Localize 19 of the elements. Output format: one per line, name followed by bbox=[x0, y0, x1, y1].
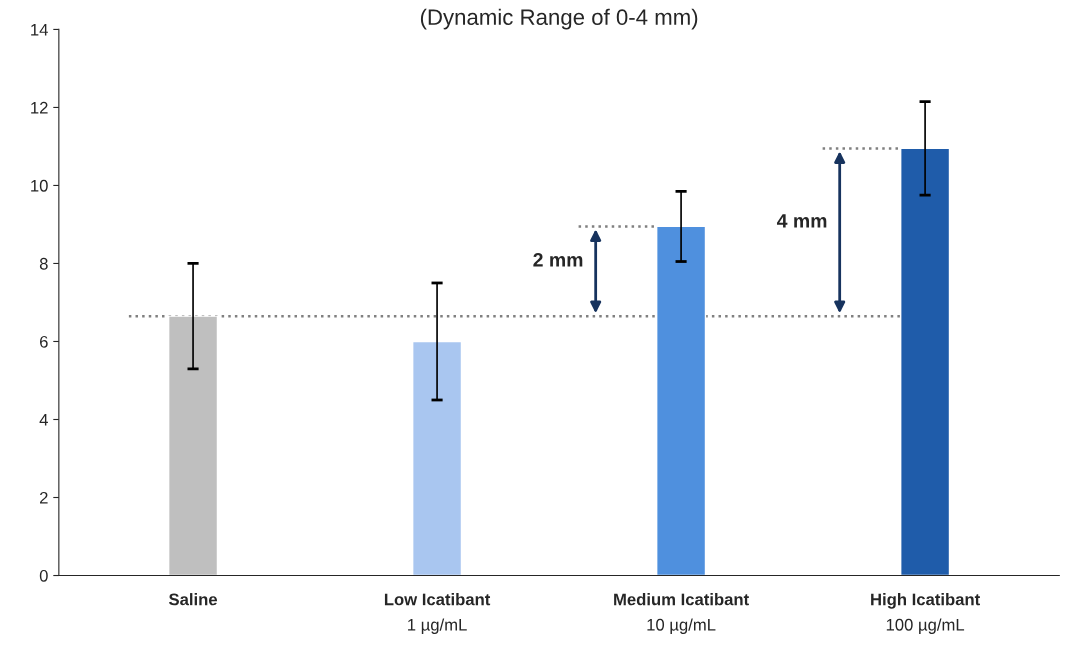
bar bbox=[411, 340, 463, 576]
y-tick-label: 2 bbox=[40, 491, 48, 504]
y-tick-label: 6 bbox=[40, 335, 48, 348]
x-tick-label: High Icatibant 100 µg/mL bbox=[871, 593, 980, 634]
y-tick-label: 4 bbox=[39, 414, 48, 426]
chart-title: (Dynamic Range of 0-4 mm) bbox=[420, 8, 698, 30]
y-tick-label: 8 bbox=[39, 257, 48, 270]
y-tick-label: 14 bbox=[31, 24, 48, 36]
y-tick-label: 0 bbox=[39, 569, 48, 582]
y-tick-label: 10 bbox=[31, 179, 48, 192]
x-tick-label: Saline bbox=[168, 593, 218, 606]
x-tick-label: Medium Icatibant 10 µg/mL bbox=[614, 593, 749, 634]
bar bbox=[899, 147, 951, 576]
annotation: 4 mm bbox=[776, 214, 827, 228]
x-tick-label: Low Icatibant 1 µg/mL bbox=[384, 593, 491, 634]
bar bbox=[167, 315, 219, 576]
y-tick-label: 12 bbox=[31, 101, 48, 114]
bar bbox=[655, 225, 707, 576]
annotation: 2 mm bbox=[533, 252, 583, 267]
